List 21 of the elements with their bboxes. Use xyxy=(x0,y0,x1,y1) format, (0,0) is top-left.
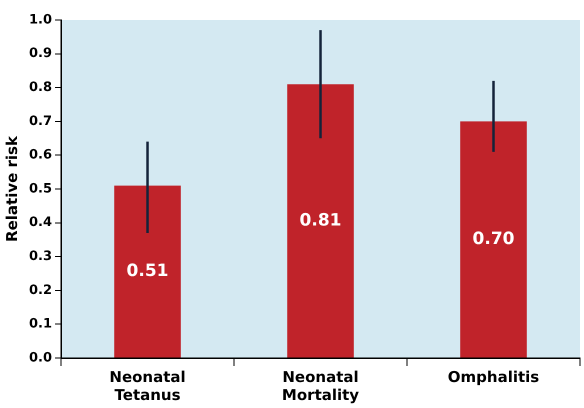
bar xyxy=(460,121,527,358)
bar xyxy=(287,84,354,358)
x-tick-label: Omphalitis xyxy=(448,368,540,386)
y-tick-label: 0.8 xyxy=(29,80,52,95)
bar xyxy=(114,186,181,358)
data-label: 0.81 xyxy=(300,210,342,231)
y-tick-label: 0.1 xyxy=(29,316,52,332)
y-tick-label: 1.0 xyxy=(29,12,52,28)
y-tick-label: 0.9 xyxy=(29,46,52,62)
x-tick-label: Neonatal Tetanus xyxy=(109,368,186,404)
y-tick-label: 0.3 xyxy=(29,248,52,264)
data-label: 0.70 xyxy=(472,229,515,250)
y-tick-label: 0.0 xyxy=(29,350,52,366)
x-tick-label: Neonatal Mortality xyxy=(282,368,360,404)
y-tick-label: 0.6 xyxy=(29,148,52,163)
y-tick-label: 0.7 xyxy=(29,114,52,129)
y-tick-label: 0.4 xyxy=(29,215,52,230)
y-tick-label: 0.5 xyxy=(29,181,52,196)
data-label: 0.51 xyxy=(126,261,168,282)
y-axis-title: Relative risk xyxy=(2,135,21,242)
y-tick-label: 0.2 xyxy=(29,282,52,298)
